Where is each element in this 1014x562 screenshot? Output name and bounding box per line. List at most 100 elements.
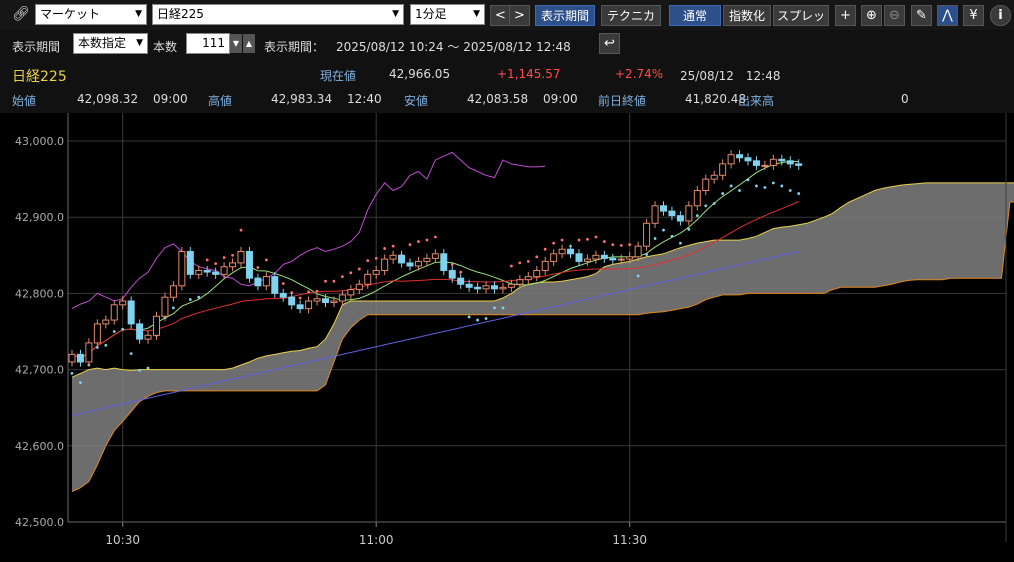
- ichimoku-cloud: [71, 182, 1014, 492]
- candle-body: [347, 289, 355, 296]
- candle-body: [212, 271, 220, 275]
- candle-body: [220, 266, 228, 275]
- sar-dot: [357, 267, 361, 271]
- count-stepper-down[interactable]: ▼: [230, 34, 242, 53]
- yen-icon[interactable]: ¥: [963, 5, 984, 26]
- normal-button[interactable]: 通常: [669, 5, 721, 26]
- current-value: 42,966.05: [389, 67, 451, 81]
- candle-body: [761, 164, 769, 167]
- sar-dot: [197, 295, 201, 299]
- next-button[interactable]: >: [509, 5, 530, 26]
- sar-dot: [264, 258, 268, 262]
- technical-button[interactable]: テクニカル: [601, 5, 661, 44]
- trend-icon[interactable]: ⋀: [937, 5, 958, 26]
- long-moving-average: [71, 251, 799, 416]
- sar-dot: [459, 270, 463, 274]
- zoom-out-icon[interactable]: ⊖: [884, 5, 905, 26]
- candle-body: [364, 273, 372, 285]
- sar-dot: [104, 343, 108, 347]
- count-label: 本数: [153, 40, 178, 54]
- candle-body: [533, 270, 541, 278]
- high-time: 12:40: [347, 92, 382, 106]
- candle-body: [322, 298, 329, 304]
- chevron-down-icon: ▼: [473, 9, 480, 19]
- y-tick-label: 42,800.0: [15, 287, 64, 300]
- mode-select-value: 本数指定: [78, 36, 127, 50]
- candle-body: [355, 283, 363, 291]
- candle-body: [567, 248, 575, 255]
- sar-dot: [628, 243, 632, 247]
- sar-dot: [417, 240, 420, 243]
- candle-body: [296, 304, 304, 310]
- base-line: [71, 201, 799, 359]
- candle-body: [186, 250, 194, 275]
- display-period-button[interactable]: 表示期間: [535, 5, 595, 26]
- pencil-icon[interactable]: ✎: [911, 5, 932, 26]
- candle-body: [609, 257, 617, 261]
- sar-dot: [79, 381, 82, 384]
- sar-dot: [129, 352, 133, 355]
- sar-dot: [560, 238, 564, 242]
- candle-body: [550, 253, 558, 262]
- sar-dot: [755, 184, 758, 188]
- prev-button[interactable]: <: [490, 5, 511, 26]
- sar-dot: [636, 274, 640, 278]
- candle-body: [414, 260, 422, 267]
- market-select-value: マーケット: [40, 7, 101, 21]
- candle-body: [398, 254, 406, 264]
- candle-body: [279, 292, 287, 298]
- info-icon[interactable]: i: [990, 5, 1011, 26]
- sar-dot: [374, 256, 378, 260]
- volume-label: 出来高: [738, 94, 775, 108]
- sar-dot: [712, 202, 716, 205]
- interval-select[interactable]: 1分足 ▼: [410, 4, 485, 25]
- sar-dot: [594, 235, 598, 239]
- candle-body: [643, 222, 651, 247]
- x-tick-label: 11:30: [612, 533, 647, 547]
- candle-body: [271, 276, 279, 294]
- sar-dot: [518, 261, 522, 265]
- sar-dot: [535, 255, 539, 259]
- leading-span-b: [71, 201, 1014, 492]
- sar-dot: [341, 275, 344, 279]
- candle-body: [474, 286, 482, 290]
- sar-dot: [476, 318, 479, 322]
- symbol-select[interactable]: 日経225 ▼: [152, 4, 404, 25]
- display-period-label: 表示期間: [12, 40, 61, 54]
- cloud-area: [72, 182, 1014, 492]
- sar-dot: [188, 298, 192, 301]
- candle-body: [685, 205, 693, 222]
- candle-body: [710, 174, 718, 180]
- zoom-in-icon[interactable]: ⊕: [861, 5, 882, 26]
- market-select[interactable]: マーケット ▼: [35, 4, 147, 25]
- current-label: 現在値: [320, 69, 357, 83]
- link-icon[interactable]: 🔗︎: [12, 6, 30, 22]
- count-input[interactable]: 111: [186, 33, 230, 54]
- volume-value: 0: [901, 92, 909, 106]
- index-button[interactable]: 指数化: [723, 5, 771, 26]
- crosshair-icon[interactable]: +: [835, 5, 856, 26]
- symbol-name: 日経225: [12, 69, 67, 85]
- undo-icon[interactable]: ↩: [599, 33, 620, 54]
- sar-dot: [391, 244, 395, 248]
- candle-body: [305, 300, 313, 310]
- candle-body: [516, 279, 524, 285]
- change-value: +1,145.57: [497, 67, 561, 81]
- count-stepper-up[interactable]: ▲: [243, 34, 255, 53]
- sar-dot: [239, 228, 243, 232]
- spread-button[interactable]: スプレッド: [773, 5, 829, 44]
- candle-body: [161, 296, 169, 317]
- sar-dot: [552, 241, 556, 245]
- sar-dot: [493, 306, 496, 310]
- price-chart[interactable]: 42,500.0 42,600.0 42,700.0 42,800.0 42,900.0…: [0, 113, 1014, 562]
- sar-dot: [653, 237, 657, 240]
- candle-body: [262, 276, 270, 287]
- sar-dot: [763, 186, 767, 189]
- sar-dot: [315, 289, 319, 293]
- candle-body: [482, 285, 490, 290]
- mode-select[interactable]: 本数指定 ▼: [73, 33, 148, 54]
- candle-body: [558, 248, 566, 255]
- leading-span-a: [71, 182, 1014, 378]
- sar-dot: [721, 192, 725, 195]
- sar-dot: [298, 296, 302, 300]
